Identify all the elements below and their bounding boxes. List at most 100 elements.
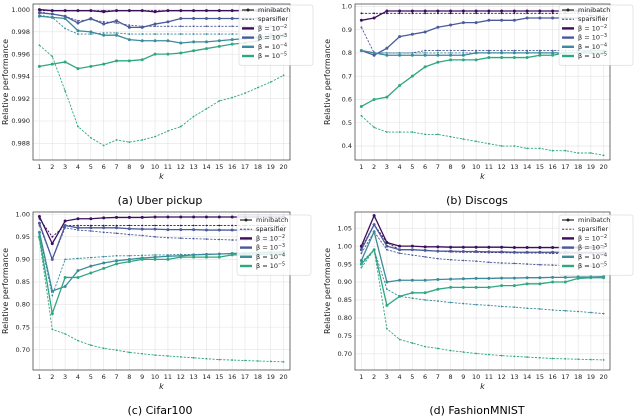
data-point-minibatch <box>359 49 363 53</box>
data-point-minibatch <box>500 276 504 280</box>
data-point-minibatch <box>525 250 529 254</box>
data-point-minibatch <box>204 9 208 13</box>
x-tick-label: 6 <box>423 373 427 381</box>
data-point-minibatch <box>525 56 529 60</box>
data-point-minibatch <box>153 52 157 56</box>
legend-exponent: −3 <box>600 243 607 249</box>
data-point-sparsifier <box>602 359 605 361</box>
data-point-sparsifier <box>385 51 388 54</box>
data-point-sparsifier <box>102 255 105 258</box>
x-tick-label: 7 <box>114 163 118 171</box>
data-point-sparsifier <box>385 288 388 291</box>
data-point-sparsifier <box>385 248 388 251</box>
legend-exponent: −2 <box>280 24 287 30</box>
data-point-sparsifier <box>102 224 105 227</box>
legend-label-beta: β = 10−3 <box>578 243 607 252</box>
x-tick-label: 7 <box>436 163 440 171</box>
series-line-sparsifier <box>361 248 604 315</box>
x-tick-label: 20 <box>599 373 607 381</box>
data-point-minibatch <box>63 9 67 13</box>
data-point-minibatch <box>487 276 491 280</box>
y-tick-label: 1.000 <box>11 6 30 14</box>
data-point-minibatch <box>50 257 54 261</box>
data-point-minibatch <box>436 53 440 57</box>
y-tick-label: 0.9 <box>342 26 352 34</box>
data-point-minibatch <box>436 278 440 282</box>
data-point-sparsifier <box>602 312 605 315</box>
data-point-sparsifier <box>385 131 388 133</box>
data-point-minibatch <box>538 276 542 280</box>
legend-box <box>236 214 312 276</box>
x-tick-label: 6 <box>102 163 106 171</box>
data-point-sparsifier <box>269 81 272 83</box>
data-point-sparsifier <box>167 33 169 35</box>
data-point-minibatch <box>461 21 465 25</box>
data-point-sparsifier <box>360 266 363 269</box>
data-point-sparsifier <box>449 49 452 52</box>
data-point-sparsifier <box>513 12 516 15</box>
data-point-minibatch <box>102 226 106 230</box>
data-point-minibatch <box>410 32 414 36</box>
data-point-sparsifier <box>64 258 67 261</box>
data-point-sparsifier <box>77 257 79 260</box>
x-tick-label: 8 <box>449 163 453 171</box>
data-point-minibatch <box>525 9 529 13</box>
legend-label-sparsifier: sparsifier <box>578 225 608 233</box>
data-point-minibatch <box>63 224 67 228</box>
data-point-minibatch <box>359 248 363 252</box>
legend-label-beta: β = 10−4 <box>258 42 287 51</box>
x-tick-label: 20 <box>599 163 607 171</box>
legend-label-sparsifier: sparsifier <box>578 15 608 23</box>
data-point-minibatch <box>192 40 196 44</box>
caption-cifar100: (c) Cifar100 <box>128 404 193 417</box>
data-point-minibatch <box>538 16 542 20</box>
data-point-sparsifier <box>128 254 131 257</box>
data-point-sparsifier <box>462 51 465 54</box>
plot-frame <box>354 211 611 371</box>
plot-frame <box>354 3 611 161</box>
x-tick-label: 14 <box>202 373 210 381</box>
x-tick-label: 2 <box>372 373 376 381</box>
data-point-minibatch <box>474 58 478 62</box>
data-point-sparsifier <box>411 51 414 54</box>
data-point-sparsifier <box>462 138 465 140</box>
data-point-minibatch <box>192 228 196 232</box>
data-point-sparsifier <box>231 25 234 28</box>
data-point-minibatch <box>179 16 183 20</box>
data-point-minibatch <box>372 16 376 20</box>
data-point-sparsifier <box>424 299 427 301</box>
legend-exponent: −3 <box>280 33 287 39</box>
data-point-sparsifier <box>487 12 490 15</box>
data-point-sparsifier <box>411 131 414 133</box>
data-point-minibatch <box>398 248 402 252</box>
x-tick-label: 19 <box>267 373 275 381</box>
data-point-minibatch <box>551 16 555 20</box>
data-point-sparsifier <box>64 90 67 92</box>
data-point-minibatch <box>140 25 144 29</box>
data-point-minibatch <box>50 9 54 13</box>
data-point-sparsifier <box>154 224 156 227</box>
data-point-minibatch <box>63 284 67 288</box>
panel-discogs: (b) Discogs 0.40.50.60.70.80.91.01 2 3 4 5 6 7… <box>323 3 634 207</box>
legend-marker-minibatch <box>566 218 570 222</box>
x-tick-label: 17 <box>561 373 569 381</box>
data-point-sparsifier <box>385 12 388 15</box>
data-point-sparsifier <box>179 25 182 28</box>
data-point-minibatch <box>166 52 170 56</box>
data-point-sparsifier <box>128 233 131 236</box>
data-point-sparsifier <box>218 25 221 28</box>
data-point-minibatch <box>37 64 41 68</box>
data-point-minibatch <box>63 275 67 279</box>
legend-label-beta: β = 10−5 <box>256 262 285 271</box>
y-tick-label: 0.994 <box>11 73 30 81</box>
data-point-minibatch <box>204 228 208 232</box>
x-tick-label: 8 <box>449 373 453 381</box>
data-point-sparsifier <box>526 49 529 52</box>
y-tick-label: 0.75 <box>16 323 30 331</box>
data-point-minibatch <box>153 215 157 219</box>
x-tick-label: 14 <box>523 373 531 381</box>
data-point-sparsifier <box>500 305 503 308</box>
